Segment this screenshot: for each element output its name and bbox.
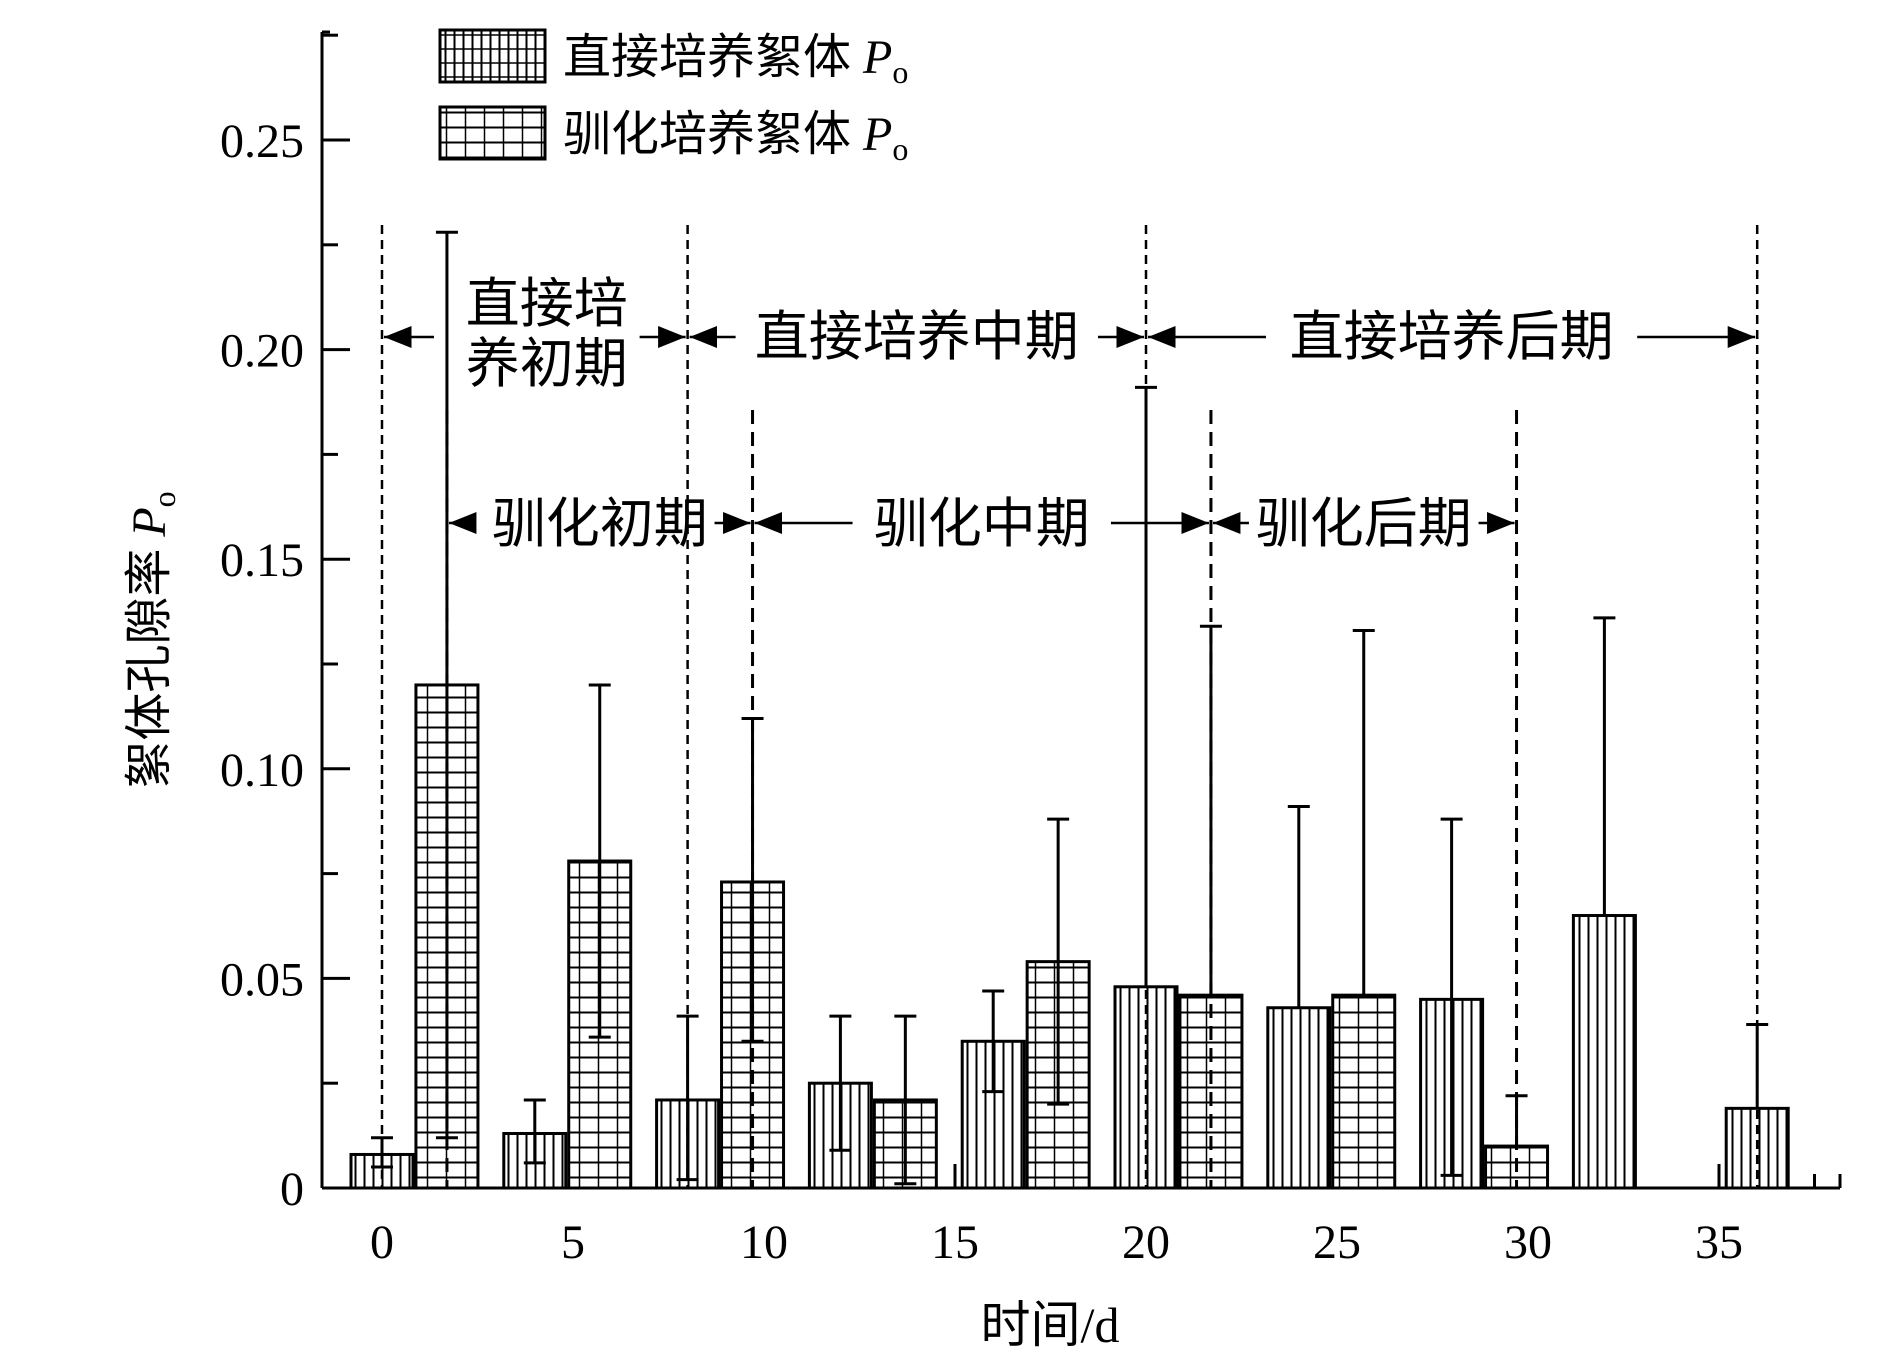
label-accl-late: 驯化后期 [1256, 494, 1472, 554]
x-tick-label: 5 [561, 1216, 585, 1269]
x-tick-label: 35 [1695, 1216, 1743, 1269]
bar-direct [1266, 1006, 1332, 1190]
y-tick-label: 0.20 [220, 325, 304, 378]
label-accl-mid: 驯化中期 [874, 494, 1090, 554]
legend-swatch-acclimated [438, 105, 547, 161]
y-tick-label: 0.05 [220, 953, 304, 1006]
y-tick-label: 0.25 [220, 115, 304, 168]
legend-label-direct: 直接培养絮体 Po [563, 31, 908, 90]
y-tick-label: 0.10 [220, 744, 304, 797]
x-tick-label: 30 [1504, 1216, 1552, 1269]
y-tick-label: 0.15 [220, 534, 304, 587]
x-tick-label: 0 [370, 1216, 394, 1269]
legend-label-acclimated: 驯化培养絮体 Po [563, 108, 908, 167]
axes: 0 0.05 0.10 0.15 0.20 0.25 0 5 10 15 20 25 30 35 [220, 30, 1842, 1269]
y-axis-label: 絮体孔隙率 Po [123, 491, 182, 788]
label-direct-mid: 直接培养中期 [755, 307, 1079, 367]
x-tick-label: 20 [1122, 1216, 1170, 1269]
label-direct-early-line2: 养初期 [466, 334, 628, 394]
x-tick-label: 25 [1313, 1216, 1361, 1269]
x-tick-label: 15 [931, 1216, 979, 1269]
x-tick-label: 10 [740, 1216, 788, 1269]
x-axis-label: 时间/d [981, 1297, 1120, 1353]
y-tick-label: 0 [280, 1163, 304, 1216]
legend-swatch-direct [438, 28, 547, 84]
label-direct-early-line1: 直接培 [466, 274, 628, 334]
label-direct-late: 直接培养后期 [1290, 307, 1614, 367]
legend: 直接培养絮体 Po 驯化培养絮体 Po [438, 28, 908, 167]
bar-acclimated [1331, 993, 1397, 1190]
bar-direct [1571, 914, 1637, 1190]
label-accl-early: 驯化初期 [492, 494, 708, 554]
